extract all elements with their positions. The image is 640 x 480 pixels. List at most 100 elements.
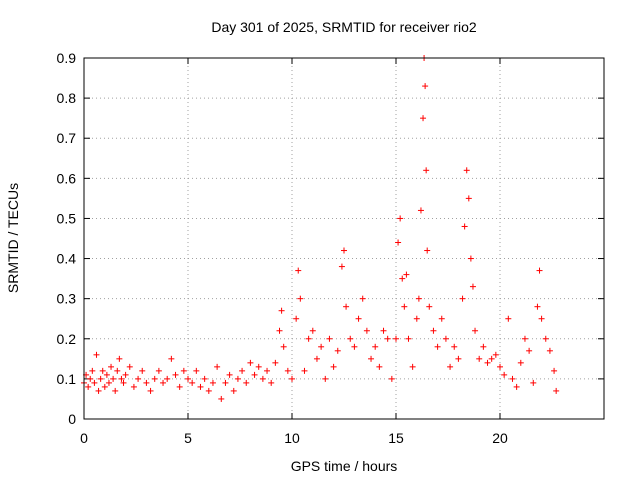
data-point xyxy=(278,307,285,314)
data-point xyxy=(103,371,110,378)
data-point xyxy=(363,327,370,334)
data-point xyxy=(430,327,437,334)
x-tick-label: 20 xyxy=(492,430,508,446)
data-point xyxy=(230,387,237,394)
x-tick-label: 5 xyxy=(184,430,192,446)
data-point xyxy=(530,379,537,386)
data-point xyxy=(185,375,191,382)
data-point xyxy=(338,263,345,270)
data-point xyxy=(193,367,200,374)
data-point xyxy=(542,335,549,342)
data-point xyxy=(546,347,553,354)
data-point xyxy=(95,387,102,394)
data-point xyxy=(214,363,221,370)
data-point xyxy=(463,167,470,174)
data-point xyxy=(112,387,119,394)
data-point xyxy=(388,375,395,382)
data-point xyxy=(197,383,204,390)
plot-frame xyxy=(83,57,605,420)
data-point xyxy=(553,387,560,394)
axis-ticks: 0 5 10 15 20 0 0.1 0.2 0.3 0.4 0.5 0.6 0.7 0.8 0.9 xyxy=(57,50,604,446)
data-point xyxy=(264,367,271,374)
x-tick-label: 10 xyxy=(284,430,300,446)
data-point xyxy=(415,295,422,302)
data-point xyxy=(469,283,476,290)
data-point xyxy=(301,367,308,374)
data-point xyxy=(341,247,347,254)
data-point xyxy=(309,327,316,334)
data-point xyxy=(376,363,383,370)
data-point xyxy=(372,343,379,350)
data-point xyxy=(401,303,408,310)
data-point xyxy=(476,355,483,362)
data-point xyxy=(343,303,350,310)
data-point xyxy=(397,215,404,222)
data-point xyxy=(501,371,508,378)
data-point xyxy=(289,375,295,382)
y-tick-label: 0.2 xyxy=(57,331,77,347)
data-point xyxy=(395,239,402,246)
data-point xyxy=(384,335,391,342)
data-point xyxy=(521,335,528,342)
data-point xyxy=(422,83,429,90)
y-tick-label: 0.7 xyxy=(57,130,77,146)
y-tick-label: 0 xyxy=(68,411,76,427)
data-point xyxy=(135,375,142,382)
data-point xyxy=(326,335,333,342)
data-point xyxy=(201,375,208,382)
data-point xyxy=(355,315,362,322)
data-point xyxy=(176,383,183,390)
data-point xyxy=(110,375,117,382)
data-point xyxy=(442,335,449,342)
data-point xyxy=(380,327,387,334)
data-point xyxy=(347,335,354,342)
data-point xyxy=(461,223,468,230)
data-point xyxy=(465,195,472,202)
data-point xyxy=(297,295,304,302)
x-tick-label: 15 xyxy=(388,430,404,446)
data-point xyxy=(284,367,291,374)
data-point xyxy=(413,315,420,322)
data-point xyxy=(313,355,320,362)
data-point xyxy=(438,315,445,322)
data-point xyxy=(434,343,441,350)
data-point xyxy=(484,359,491,366)
data-point xyxy=(424,247,431,254)
data-point xyxy=(218,395,225,402)
data-point xyxy=(455,355,462,362)
y-tick-label: 0.6 xyxy=(57,170,77,186)
data-point xyxy=(393,335,399,342)
data-point xyxy=(251,371,258,378)
data-point xyxy=(180,367,187,374)
data-point xyxy=(417,207,424,214)
data-point xyxy=(467,255,474,262)
data-point xyxy=(89,367,96,374)
data-point xyxy=(318,343,325,350)
chart-title: Day 301 of 2025, SRMTID for receiver rio… xyxy=(211,19,477,35)
data-point xyxy=(403,271,410,278)
data-point xyxy=(505,315,512,322)
data-point xyxy=(293,315,300,322)
data-point xyxy=(116,355,123,362)
data-point xyxy=(405,335,412,342)
data-point xyxy=(160,379,167,386)
data-point xyxy=(322,375,329,382)
data-point xyxy=(189,379,196,386)
data-point xyxy=(538,315,545,322)
data-point xyxy=(247,359,254,366)
x-axis-label: GPS time / hours xyxy=(291,458,398,474)
data-point xyxy=(108,363,115,370)
y-tick-label: 0.3 xyxy=(57,291,77,307)
data-point xyxy=(295,267,302,274)
data-point xyxy=(155,367,162,374)
data-point xyxy=(492,351,499,358)
data-point xyxy=(420,115,427,122)
data-point xyxy=(330,363,337,370)
data-point xyxy=(351,343,358,350)
data-point xyxy=(99,367,106,374)
data-point xyxy=(151,375,158,382)
data-point xyxy=(172,371,179,378)
data-point xyxy=(205,387,212,394)
data-point xyxy=(536,267,543,274)
